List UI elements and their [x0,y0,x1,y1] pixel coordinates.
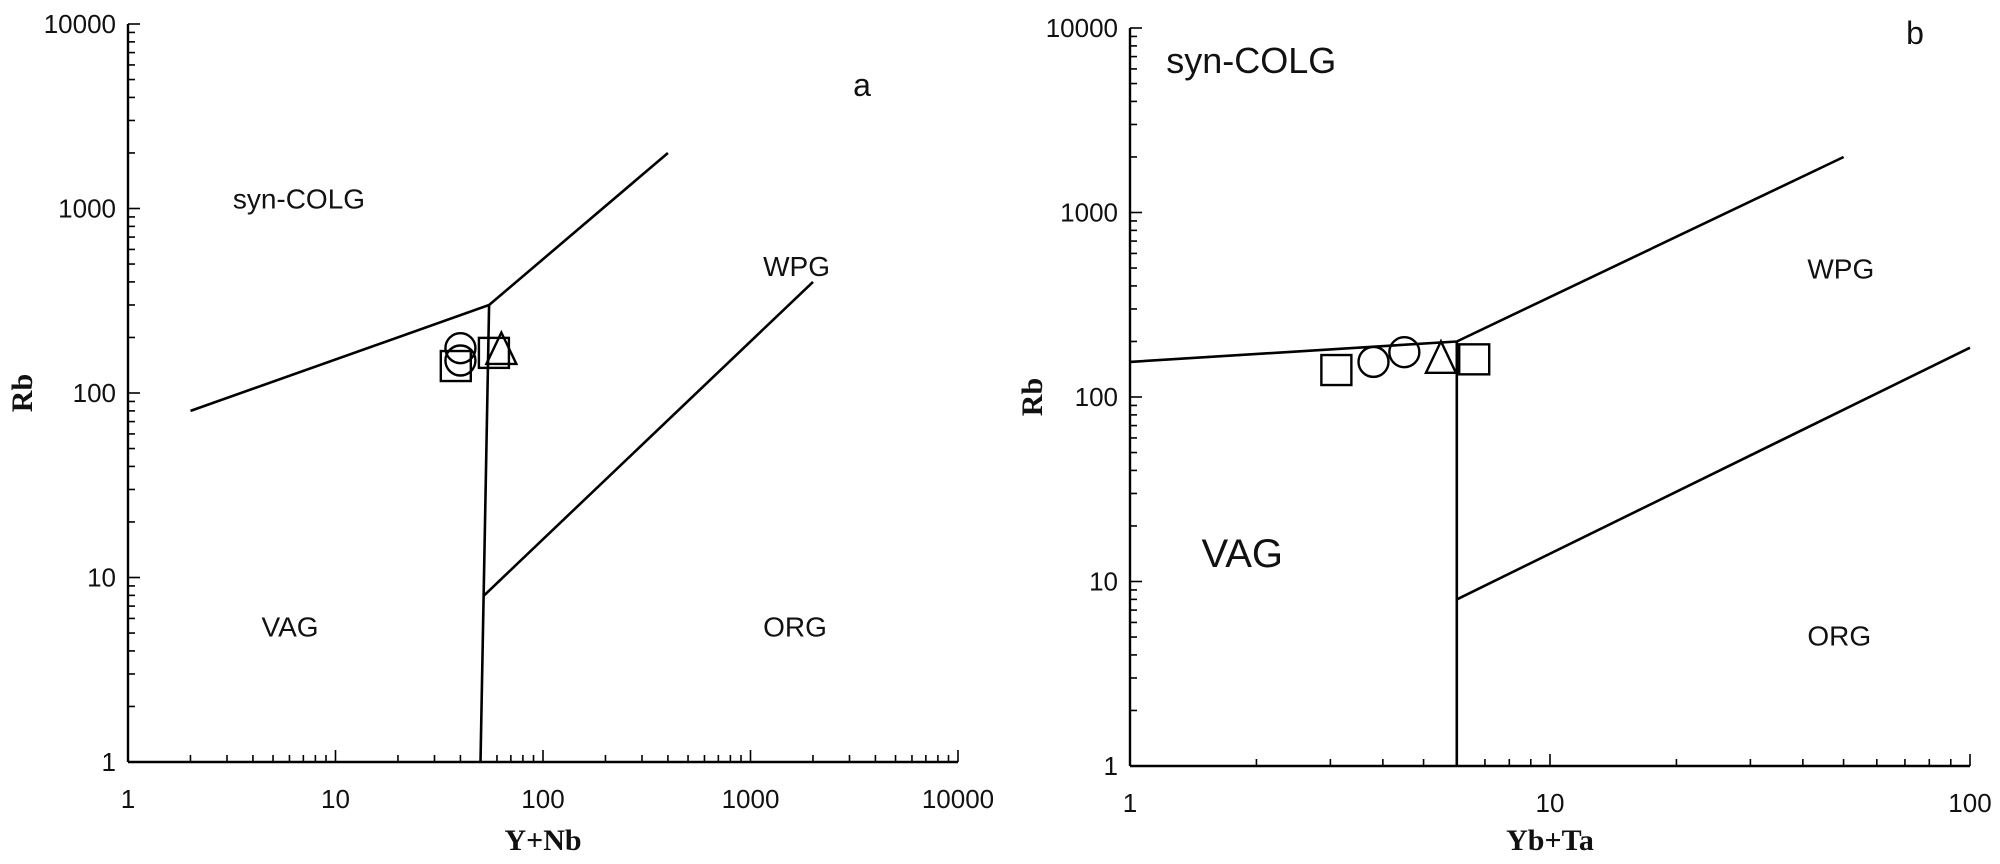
region-label-wpg: WPG [1807,253,1874,284]
x-axis-title: Yb+Ta [1506,824,1594,857]
triangle-marker [1424,338,1458,375]
y-tick-label: 1 [1104,751,1118,781]
circle-marker [1388,335,1421,369]
x-tick-label: 1000 [722,784,780,814]
y-tick-label: 10000 [1046,13,1118,43]
x-tick-label: 10000 [922,784,994,814]
x-tick-label: 10 [321,784,350,814]
square-marker [1458,343,1491,376]
x-tick-label: 100 [521,784,564,814]
panel-b: 1 10 100 1000 10000 1 10 100 Yb+Ta Rb b syn-COLG WPG… [1016,13,1992,857]
x-axis-title: Y+Nb [504,824,581,857]
region-label-org: ORG [1807,620,1871,651]
x-tick-label: 10 [1536,788,1565,818]
y-axis-title: Rb [6,374,39,412]
y-tick-label: 1 [102,747,116,777]
panel-letter: b [1906,15,1924,51]
y-tick-label: 10 [1089,567,1118,597]
y-tick-label: 1000 [1060,198,1118,228]
field-boundary-line [1456,346,1971,601]
region-label-wpg: WPG [763,251,830,282]
square-marker [439,349,473,383]
circle-marker [444,331,477,365]
region-label-syn-colg: syn-COLG [1166,40,1336,81]
y-tick-label: 1000 [58,194,116,224]
y-tick-label: 10 [87,563,116,593]
field-boundary-line [1129,155,1845,364]
square-marker [477,336,511,370]
region-label-org: ORG [763,611,827,642]
square-marker [1320,353,1353,387]
x-tick-label: 1 [1123,788,1137,818]
x-tick-label: 1 [121,784,135,814]
region-label-syn-colg: syn-COLG [233,184,365,215]
y-tick-label: 10000 [44,9,116,39]
circle-marker [1357,345,1390,379]
field-boundary-line [479,304,491,763]
field-boundary-line [483,280,814,597]
y-axis-title: Rb [1016,378,1049,416]
region-label-vag: VAG [1202,532,1284,576]
x-tick-label: 100 [1948,788,1991,818]
triangle-marker [484,329,519,366]
y-tick-label: 100 [1075,382,1118,412]
panel-letter: a [853,67,871,103]
region-label-vag: VAG [262,611,319,642]
circle-marker [444,344,477,377]
panel-a: 1 10 100 1000 10000 1 10 100 1000 10000 Y+Nb Rb a syn… [6,9,994,857]
y-tick-label: 100 [73,378,116,408]
